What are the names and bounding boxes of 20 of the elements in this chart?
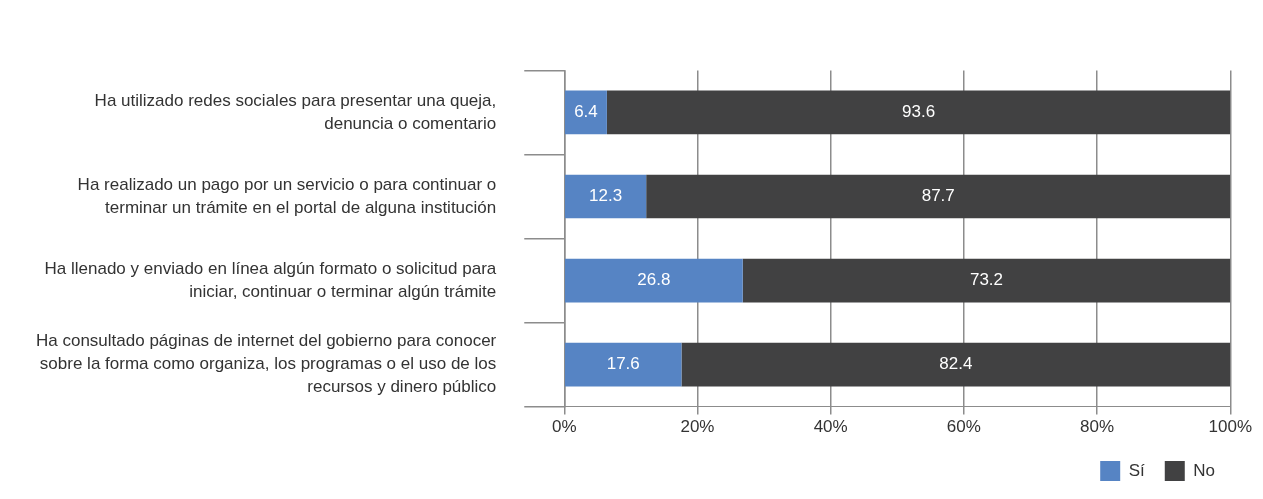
data-label: 82.4 xyxy=(939,354,973,374)
data-label: 6.4 xyxy=(574,102,598,122)
x-tick-label: 20% xyxy=(680,417,715,437)
data-label: 17.6 xyxy=(606,354,640,374)
x-tick-label: 80% xyxy=(1080,417,1115,437)
y-tick-label: Ha consultado páginas de internet del gobierno para conocer sobre la forma como organiza, los programas o el uso de los recursos y dinero público xyxy=(36,331,497,397)
legend-label: No xyxy=(1193,460,1215,480)
data-label: 87.7 xyxy=(921,186,955,206)
legend-label: Sí xyxy=(1128,460,1146,480)
y-tick-label: Ha utilizado redes sociales para presentar una queja, denuncia o comentario xyxy=(94,90,497,133)
x-tick-label: 100% xyxy=(1208,417,1252,437)
data-label: 93.6 xyxy=(902,102,936,122)
data-label: 73.2 xyxy=(969,270,1004,290)
y-tick-label: Ha llenado y enviado en línea algún formato o solicitud para iniciar, continuar o terminar algún trámite xyxy=(44,258,497,301)
x-tick-label: 60% xyxy=(946,417,981,437)
x-tick-label: 0% xyxy=(551,417,577,437)
x-tick-label: 40% xyxy=(813,417,848,437)
y-tick-label: Ha realizado un pago por un servicio o para continuar o terminar un trámite en el portal de alguna institución xyxy=(77,174,497,217)
data-label: 26.8 xyxy=(637,270,671,290)
data-label: 12.3 xyxy=(589,186,623,206)
